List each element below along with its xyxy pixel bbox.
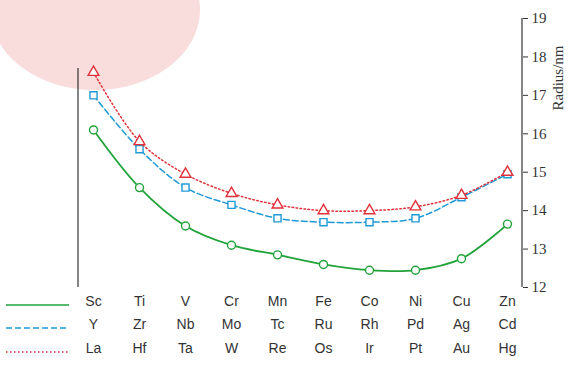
svg-text:Ag: Ag bbox=[453, 316, 470, 332]
svg-text:Re: Re bbox=[269, 340, 287, 356]
svg-text:W: W bbox=[225, 340, 239, 356]
svg-text:Ru: Ru bbox=[315, 316, 333, 332]
svg-text:V: V bbox=[181, 293, 191, 309]
svg-text:Nb: Nb bbox=[177, 316, 195, 332]
svg-text:Co: Co bbox=[361, 293, 379, 309]
svg-text:13: 13 bbox=[532, 241, 547, 257]
svg-text:Pt: Pt bbox=[409, 340, 422, 356]
svg-text:Zr: Zr bbox=[133, 316, 147, 332]
svg-text:12: 12 bbox=[532, 279, 547, 295]
svg-text:Rh: Rh bbox=[361, 316, 379, 332]
svg-text:Tc: Tc bbox=[271, 316, 285, 332]
svg-text:Ni: Ni bbox=[409, 293, 422, 309]
svg-text:Cr: Cr bbox=[224, 293, 239, 309]
svg-text:15: 15 bbox=[532, 164, 547, 180]
svg-text:Cu: Cu bbox=[453, 293, 471, 309]
svg-text:Pd: Pd bbox=[407, 316, 424, 332]
svg-text:19: 19 bbox=[532, 10, 547, 26]
svg-text:Ti: Ti bbox=[134, 293, 145, 309]
svg-text:Au: Au bbox=[453, 340, 470, 356]
svg-text:Hg: Hg bbox=[499, 340, 517, 356]
svg-text:14: 14 bbox=[532, 202, 548, 218]
svg-text:La: La bbox=[86, 340, 102, 356]
svg-text:Ir: Ir bbox=[365, 340, 374, 356]
svg-text:Y: Y bbox=[89, 316, 99, 332]
svg-text:17: 17 bbox=[532, 87, 548, 103]
svg-text:Mo: Mo bbox=[222, 316, 242, 332]
svg-text:Os: Os bbox=[315, 340, 333, 356]
svg-text:Cd: Cd bbox=[499, 316, 517, 332]
svg-text:Hf: Hf bbox=[133, 340, 147, 356]
svg-text:Radius/nm: Radius/nm bbox=[550, 45, 566, 110]
svg-text:Sc: Sc bbox=[85, 293, 101, 309]
svg-text:Fe: Fe bbox=[315, 293, 332, 309]
svg-text:Ta: Ta bbox=[178, 340, 193, 356]
svg-text:Zn: Zn bbox=[499, 293, 515, 309]
svg-text:18: 18 bbox=[532, 49, 547, 65]
svg-text:16: 16 bbox=[532, 126, 548, 142]
svg-text:Mn: Mn bbox=[268, 293, 287, 309]
